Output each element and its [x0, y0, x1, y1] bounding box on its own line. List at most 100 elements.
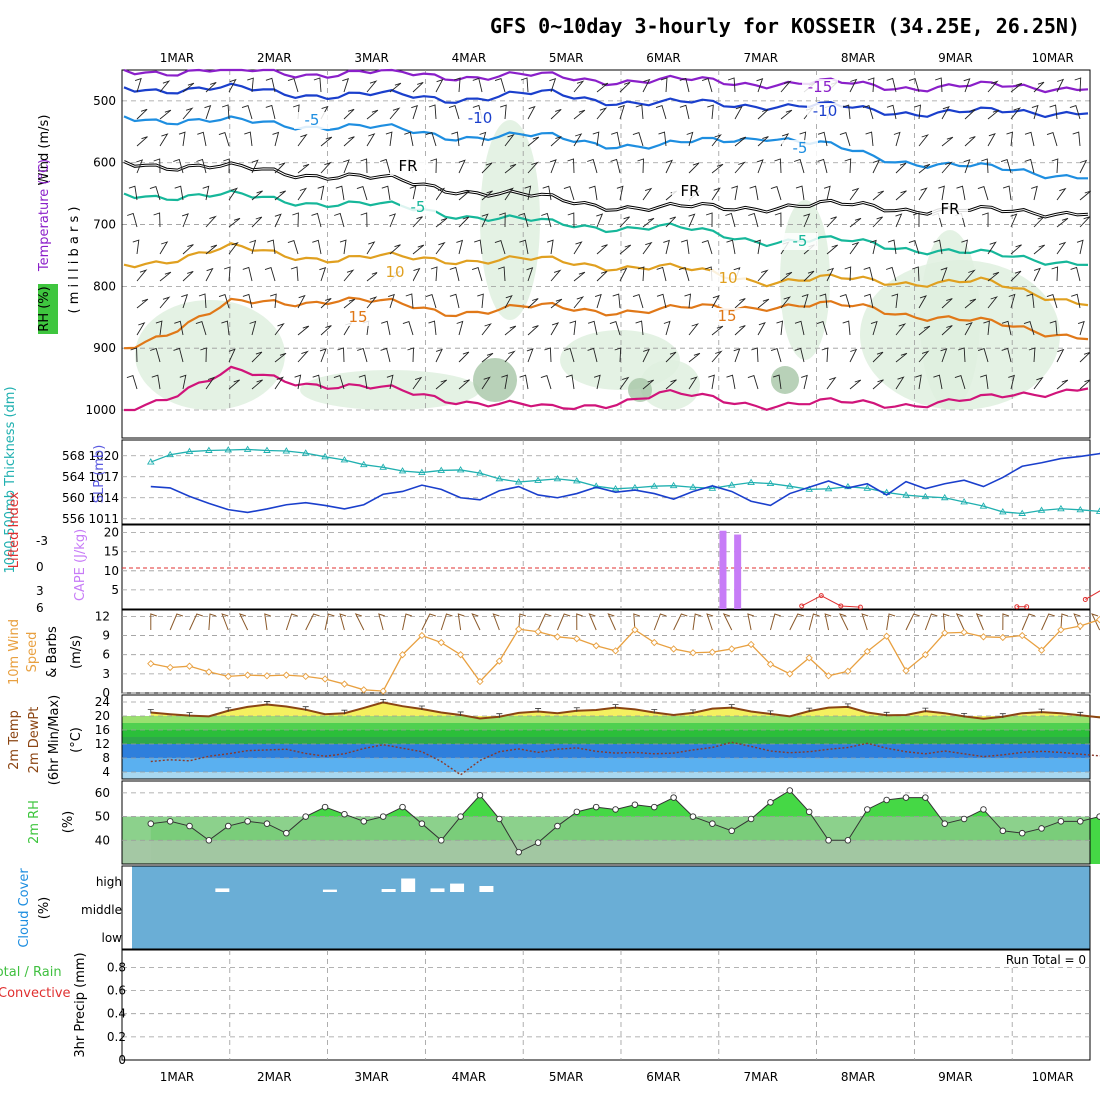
- wind-barb: [678, 267, 690, 282]
- wind-barb: [908, 240, 920, 255]
- temp-tick-label: 4: [102, 765, 110, 779]
- wind-barb: [150, 347, 161, 363]
- wind-barb: [1026, 293, 1035, 309]
- wind-barb: [679, 77, 690, 93]
- wind-barb: [588, 185, 598, 201]
- temp-minmax-marker: [147, 709, 154, 714]
- ylabel-wind: Wind (m/s): [37, 115, 52, 186]
- wind-barb: [912, 266, 920, 282]
- wind-barb: [964, 322, 973, 336]
- wind-barb: [914, 104, 922, 120]
- wind-barb: [264, 267, 276, 282]
- wind-barb: [527, 161, 539, 174]
- rh-marker: [786, 787, 794, 794]
- li-tick-label: 0: [36, 560, 44, 574]
- precip-tick-label: 0.8: [107, 960, 126, 974]
- cape-tick-label: 5: [111, 583, 119, 597]
- wind-barb: [895, 376, 905, 390]
- wind-barb: [228, 78, 237, 93]
- wind-barb: [458, 351, 470, 363]
- wind-barb: [1046, 294, 1058, 309]
- wind-barb: [499, 212, 506, 228]
- thickness-marker: [321, 452, 329, 460]
- wind-speed-line: [150, 618, 1100, 692]
- wind-barb: [267, 239, 276, 255]
- contour-label-bg: [709, 308, 745, 325]
- date-label-top: 7MAR: [744, 51, 779, 65]
- temp-minmax-marker: [380, 698, 387, 704]
- wind-barb: [680, 239, 690, 255]
- thickness-marker: [960, 498, 968, 505]
- wind-barb: [272, 131, 280, 147]
- wind-barb: [1021, 613, 1036, 631]
- thickness-marker: [1018, 509, 1026, 516]
- wind-speed-marker: [515, 625, 523, 633]
- cloud-bg: [132, 866, 1090, 949]
- contour-label-bg: [462, 110, 498, 127]
- wind-barb: [297, 325, 310, 336]
- wind-barb: [653, 613, 667, 631]
- date-label-bottom: 9MAR: [938, 1070, 973, 1084]
- thickness-marker: [263, 446, 271, 453]
- rh-marker: [321, 803, 329, 811]
- rh-shading: [480, 120, 540, 320]
- wind-barb: [518, 613, 527, 631]
- ylabel-temp-units: (°C): [69, 727, 84, 753]
- wind-barb: [593, 374, 601, 390]
- temp-minmax-marker: [535, 708, 542, 713]
- wind-barb: [780, 80, 792, 93]
- thickness-marker: [824, 484, 833, 492]
- contour-label-bg: [782, 140, 818, 157]
- wind-speed-marker: [418, 631, 426, 640]
- wind-barb: [725, 212, 736, 228]
- wind-barb: [656, 293, 667, 309]
- wind-barb: [132, 239, 140, 255]
- wind-barb: [609, 321, 621, 336]
- rh-marker: [728, 827, 735, 835]
- rh-marker: [999, 827, 1007, 835]
- wind-barb: [292, 212, 299, 228]
- wind-barb: [619, 267, 628, 282]
- wind-barb: [757, 136, 769, 147]
- wind-barb: [334, 212, 345, 228]
- wind-barb: [218, 132, 230, 147]
- wind-barb: [428, 104, 437, 120]
- wind-barb: [774, 212, 782, 228]
- wind-barb: [1031, 185, 1038, 201]
- wind-speed-marker: [495, 657, 503, 665]
- wind-speed-marker: [321, 675, 329, 683]
- rh-marker: [186, 822, 193, 830]
- wind-barb: [386, 374, 394, 390]
- wind-speed-marker: [379, 687, 387, 695]
- wind-speed-marker: [302, 672, 310, 681]
- wind-barb: [537, 613, 552, 631]
- wind-speed-marker: [456, 651, 465, 659]
- wind-barb: [757, 269, 769, 282]
- wind-barb: [839, 132, 851, 147]
- thickness-frame: [121, 439, 1091, 525]
- wind-barb: [412, 216, 423, 228]
- isotherm-10: [123, 242, 1089, 307]
- wind-barb: [297, 294, 306, 309]
- rh-marker: [689, 813, 697, 820]
- wind-barb: [869, 239, 877, 255]
- wind-barb: [205, 244, 218, 255]
- wind-barb: [905, 613, 920, 631]
- wind-barb: [404, 131, 414, 147]
- wind-barb: [665, 159, 673, 174]
- thickness-marker: [437, 466, 446, 473]
- wind-barb: [826, 267, 835, 282]
- wind-barb: [481, 162, 493, 174]
- temp-minmax-marker: [418, 705, 425, 710]
- wind-barb: [1079, 379, 1091, 390]
- wind-barb: [975, 613, 984, 631]
- wind-barb: [895, 190, 907, 201]
- wind-barb: [731, 185, 738, 201]
- wind-barb: [549, 159, 557, 174]
- ylabel-wind-units: (m/s): [69, 635, 84, 669]
- wind-barb: [549, 77, 557, 93]
- rh-marker: [476, 791, 484, 799]
- wind-speed-marker: [360, 686, 368, 694]
- wind-barb: [305, 613, 320, 631]
- wind-barb: [435, 217, 448, 228]
